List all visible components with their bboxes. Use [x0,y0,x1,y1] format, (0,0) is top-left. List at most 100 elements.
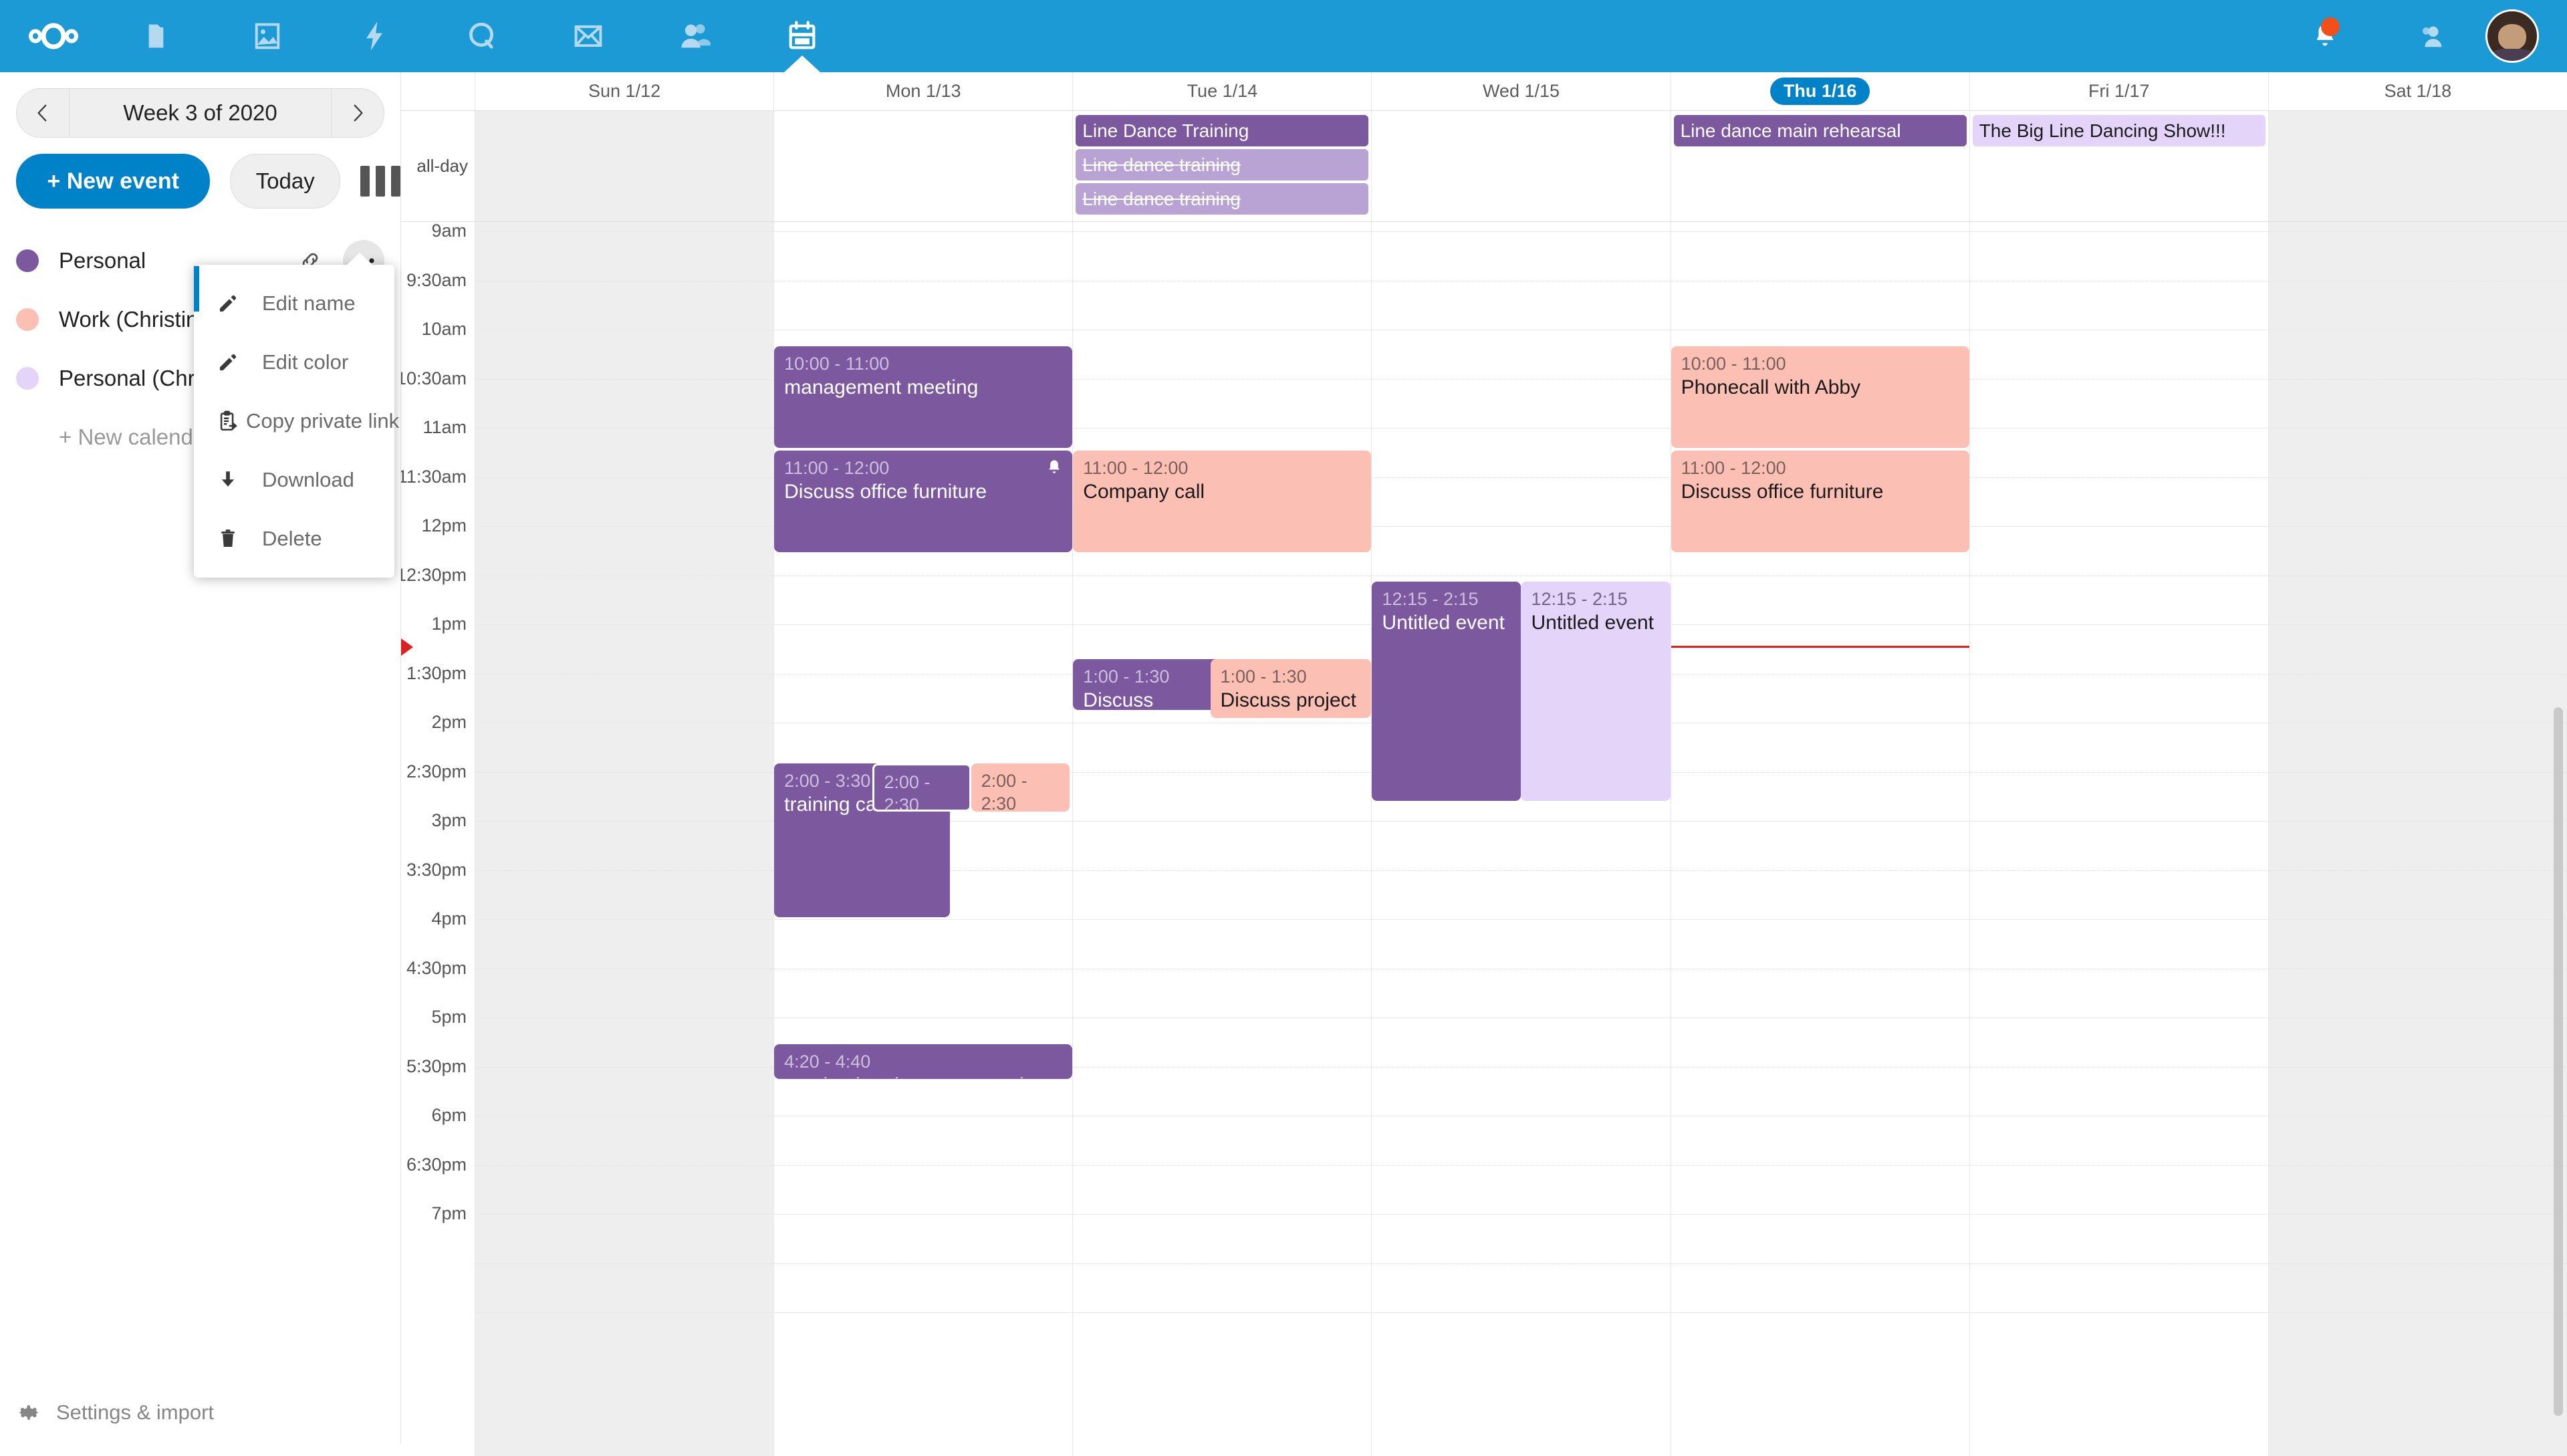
calendar-color-dot [16,308,39,331]
menu-item-delete[interactable]: Delete [194,509,394,568]
all-day-event[interactable]: Line dance main rehearsal [1673,115,1967,146]
notifications-button[interactable] [2272,0,2378,72]
time-label: 6pm [431,1105,467,1125]
next-week-button[interactable] [332,89,384,137]
current-time-indicator [1671,646,1969,648]
calendar-event[interactable]: 12:15 - 2:15 Untitled event [1372,582,1521,801]
menu-item-download[interactable]: Download [194,451,394,509]
time-label: 10am [421,319,467,339]
nav-item-mail[interactable] [535,0,642,72]
all-day-column-6[interactable] [2268,111,2567,221]
day-column-5[interactable] [1969,222,2268,1456]
day-header-1[interactable]: Mon 1/13 [773,72,1072,110]
pencil-icon [217,292,255,315]
nav-item-files[interactable] [107,0,214,72]
nav-item-contacts[interactable] [642,0,749,72]
grid-line [1671,1312,1969,1313]
menu-item-edit-name[interactable]: Edit name [194,274,394,333]
grid-line [1671,1165,1969,1166]
grid-line [2268,1214,2567,1215]
week-label[interactable]: Week 3 of 2020 [69,89,332,137]
grid-line [475,1066,774,1068]
today-button[interactable]: Today [230,154,340,209]
grid-line [1671,919,1969,920]
grid-line [1372,1165,1671,1166]
menu-item-edit-color[interactable]: Edit color [194,333,394,392]
grid-line [1372,919,1671,920]
vertical-scrollbar[interactable] [2554,707,2563,1416]
view-switcher-icon[interactable] [360,166,400,197]
previous-week-button[interactable] [17,89,69,137]
event-time: 11:00 - 12:00 [1083,458,1189,478]
avatar[interactable] [2485,9,2539,63]
new-event-button[interactable]: + New event [16,154,211,209]
grid-line [475,771,774,773]
day-column-1[interactable]: 10:00 - 11:00 management meeting 11:00 - 1… [773,222,1073,1456]
day-column-4[interactable]: 10:00 - 11:00 Phonecall with Abby 11:00 - … [1670,222,1969,1456]
event-time: 2:00 - 2:30 [981,771,1027,812]
contacts-menu-button[interactable] [2378,0,2485,72]
time-label: 2pm [431,712,467,732]
event-time: 12:15 - 2:15 [1382,589,1479,609]
grid-line [1969,821,2268,822]
day-column-2[interactable]: 11:00 - 12:00 Company call 1:00 - 1:30 Disc… [1072,222,1372,1456]
calendar-event[interactable]: 2:00 - 2:30check-in [971,763,1070,812]
day-header-0[interactable]: Sun 1/12 [475,72,773,110]
all-day-column-2[interactable]: Line Dance Training Line dance training Li… [1072,111,1371,221]
nav-item-photos[interactable] [214,0,321,72]
grid-line [1969,1066,2268,1068]
day-column-3[interactable]: 12:15 - 2:15 Untitled event 12:15 - 2:15 Un… [1371,222,1671,1456]
time-label: 7pm [431,1203,467,1223]
settings-label: Settings & import [56,1401,215,1424]
day-header-3[interactable]: Wed 1/15 [1371,72,1670,110]
grid-line [1671,1263,1969,1264]
topbar-right-actions [2272,0,2567,72]
all-day-event[interactable]: Line dance training [1076,149,1369,180]
all-day-column-3[interactable] [1371,111,1670,221]
calendar-event[interactable]: 12:15 - 2:15 Untitled event [1521,582,1671,801]
day-column-0[interactable] [475,222,774,1456]
all-day-event[interactable]: Line dance training [1076,183,1369,215]
calendar-event[interactable]: 11:00 - 12:00 Company call [1073,451,1372,552]
grid-line [2268,1312,2567,1313]
grid-line [475,1263,774,1264]
notification-badge [2321,17,2340,36]
settings-and-import-button[interactable]: Settings & import [16,1400,214,1425]
nav-item-activity[interactable] [321,0,428,72]
grid-line [1372,1066,1671,1068]
all-day-event[interactable]: The Big Line Dancing Show!!! [1972,115,2266,146]
calendar-event[interactable]: 10:00 - 11:00 Phonecall with Abby [1671,346,1969,448]
all-day-column-1[interactable] [773,111,1072,221]
day-header-2[interactable]: Tue 1/14 [1072,72,1371,110]
grid-line [1969,1017,2268,1018]
grid-line [1969,428,2268,429]
grid-line [1671,1066,1969,1068]
day-column-6[interactable] [2268,222,2567,1456]
all-day-column-4[interactable]: Line dance main rehearsal [1670,111,1969,221]
nextcloud-logo[interactable] [0,23,107,49]
grid-line [1969,231,2268,232]
nav-item-talk[interactable] [428,0,535,72]
all-day-column-0[interactable] [475,111,774,221]
day-header-4[interactable]: Thu 1/16 [1670,72,1969,110]
grid-line [475,673,774,675]
day-header-6[interactable]: Sat 1/18 [2268,72,2567,110]
all-day-event[interactable]: Line Dance Training [1076,115,1369,146]
new-calendar-button[interactable]: + New calendar [59,424,213,449]
grid-line [2268,378,2567,380]
day-label: Tue 1/14 [1187,81,1258,101]
all-day-column-5[interactable]: The Big Line Dancing Show!!! [1969,111,2268,221]
nav-item-calendar[interactable] [749,0,856,72]
calendar-event[interactable]: 11:00 - 12:00 Discuss office furniture [1671,451,1969,552]
grid-line [2268,624,2567,625]
calendar-event[interactable]: 10:00 - 11:00 management meeting [774,346,1073,448]
grid-line [1969,477,2268,478]
menu-item-copy-private-link[interactable]: Copy private link [194,392,399,451]
calendar-event[interactable]: 4:20 - 4:40purchasing dept conversation [774,1044,1073,1079]
calendar-event[interactable]: 2:00 - 2:30check-in [872,763,971,812]
day-header-5[interactable]: Fri 1/17 [1969,72,2268,110]
grid-line [1372,1263,1671,1264]
calendar-event[interactable]: 11:00 - 12:00 Discuss office furniture [774,451,1073,552]
